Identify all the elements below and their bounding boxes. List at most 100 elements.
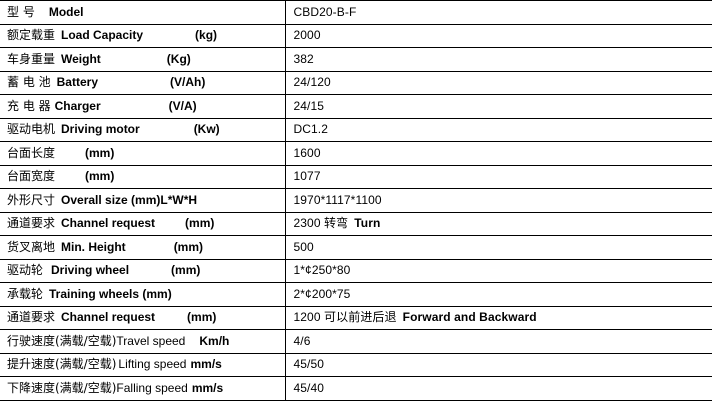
spec-value: 45/40 [293, 380, 325, 395]
spec-value-cell: 1077 [285, 164, 712, 189]
spec-label-en: Model [48, 4, 84, 19]
table-row: 通道要求 Channel request (mm) 1200 可以前进后退 Forwar… [0, 305, 712, 330]
spec-value: 500 [293, 239, 314, 254]
spec-value-cell: 45/40 [285, 376, 712, 401]
spec-value-cn: 可以前进后退 [324, 310, 397, 325]
spec-label-cn: 台面长度 [7, 145, 56, 160]
spec-value: 24/15 [293, 98, 325, 113]
table-row: 货叉离地 Min. Height (mm) 500 [0, 235, 712, 260]
spec-label-cell: 承载轮 Training wheels (mm) [0, 282, 286, 307]
spec-value-cell: 1600 [285, 141, 712, 166]
spec-label-cn: 承载轮 [7, 286, 44, 301]
table-row: 蓄 电 池 Battery (V/Ah) 24/120 [0, 70, 712, 95]
spec-label-cn: 货叉离地 [7, 239, 56, 254]
table-row: 提升速度(满载/空载) Lifting speed mm/s 45/50 [0, 352, 712, 377]
spec-label-unit: (mm) [185, 216, 215, 231]
spec-label-cell: 额定载重 Load Capacity (kg) [0, 23, 286, 48]
table-row: 外形尺寸 Overall size (mm)L*W*H 1970*1117*1100 [0, 188, 712, 213]
spec-label-unit: mm/s [191, 380, 224, 395]
spec-label-unit: (Kg) [166, 51, 191, 66]
spec-label-en: Lifting speed [118, 357, 187, 372]
table-row: 通道要求 Channel request (mm) 2300 转弯 Turn [0, 211, 712, 236]
spec-value: 4/6 [293, 333, 311, 348]
spec-value: CBD20-B-F [293, 4, 357, 19]
spec-value-cell: 45/50 [285, 352, 712, 377]
spec-value-cell: 4/6 [285, 329, 712, 354]
table-row: 驱动轮 Driving wheel (mm) 1*¢250*80 [0, 258, 712, 283]
spec-label-en: Driving motor [61, 122, 140, 137]
spec-label-cn: 车身重量 [7, 51, 56, 66]
spec-label-cell: 蓄 电 池 Battery (V/Ah) [0, 70, 286, 95]
spec-value: 1*¢250*80 [293, 263, 351, 278]
spec-label-cell: 通道要求 Channel request (mm) [0, 305, 286, 330]
spec-label-cell: 台面宽度 (mm) [0, 164, 286, 189]
spec-label-cell: 提升速度(满载/空载) Lifting speed mm/s [0, 352, 286, 377]
spec-label-cn: 型 号 [7, 4, 35, 19]
table-row: 充 电 器 Charger (V/A) 24/15 [0, 94, 712, 119]
spec-value-cell: CBD20-B-F [285, 0, 712, 25]
spec-value-cell: 1200 可以前进后退 Forward and Backward [285, 305, 712, 330]
spec-label-unit: (mm) [171, 263, 201, 278]
spec-value-cn: 转弯 [324, 216, 349, 231]
spec-value-cell: 24/120 [285, 70, 712, 95]
spec-label-unit: (V/Ah) [170, 75, 206, 90]
spec-value-cell: 24/15 [285, 94, 712, 119]
spec-label-cn: 蓄 电 池 [7, 75, 51, 90]
spec-label-cn: 驱动轮 [7, 263, 44, 278]
spec-label-unit: (kg) [195, 28, 218, 43]
spec-value: 1200 [293, 310, 325, 325]
spec-label-en: Travel speed [116, 333, 186, 348]
spec-label-cn: 行驶速度(满载/空载) [7, 333, 117, 348]
spec-label-cn: 台面宽度 [7, 169, 56, 184]
spec-label-cn: 外形尺寸 [7, 192, 56, 207]
spec-label-unit: (V/A) [168, 98, 197, 113]
spec-label-cell: 通道要求 Channel request (mm) [0, 211, 286, 236]
spec-label-unit: (Kw) [193, 122, 220, 137]
spec-label-cell: 货叉离地 Min. Height (mm) [0, 235, 286, 260]
spec-label-cell: 驱动轮 Driving wheel (mm) [0, 258, 286, 283]
table-row: 驱动电机 Driving motor (Kw) DC1.2 [0, 117, 712, 142]
spec-label-unit: (mm) [187, 310, 217, 325]
spec-value-en: Turn [354, 216, 381, 231]
spec-label-cn: 通道要求 [7, 216, 56, 231]
spec-value-cell: 1970*1117*1100 [285, 188, 712, 213]
spec-label-cell: 车身重量 Weight (Kg) [0, 47, 286, 72]
table-row: 型 号 Model CBD20-B-F [0, 0, 712, 25]
spec-label-en: Battery [56, 75, 98, 90]
spec-value-cell: 2300 转弯 Turn [285, 211, 712, 236]
spec-label-unit: (mm) [85, 169, 115, 184]
spec-label-cell: 台面长度 (mm) [0, 141, 286, 166]
spec-value: 2*¢200*75 [293, 286, 351, 301]
spec-label-en: Channel request [61, 310, 156, 325]
spec-label-en: Training wheels (mm) [49, 286, 172, 301]
spec-label-cell: 型 号 Model [0, 0, 286, 25]
spec-label-unit: Km/h [199, 333, 230, 348]
spec-value: 1600 [293, 145, 321, 160]
table-row: 台面宽度 (mm) 1077 [0, 164, 712, 189]
spec-value: 1970*1117*1100 [293, 192, 382, 207]
table-row: 车身重量 Weight (Kg) 382 [0, 47, 712, 72]
spec-value: 382 [293, 51, 314, 66]
spec-value: 1077 [293, 169, 321, 184]
table-row: 台面长度 (mm) 1600 [0, 141, 712, 166]
spec-value-cell: 1*¢250*80 [285, 258, 712, 283]
spec-value-cell: 500 [285, 235, 712, 260]
table-row: 行驶速度(满载/空载)Travel speed Km/h 4/6 [0, 329, 712, 354]
spec-value-cell: 2000 [285, 23, 712, 48]
spec-label-en: Charger [54, 98, 101, 113]
spec-label-cn: 提升速度(满载/空载) [7, 357, 117, 372]
spec-value: 45/50 [293, 357, 325, 372]
spec-label-cn: 额定载重 [7, 28, 56, 43]
spec-label-cn: 通道要求 [7, 310, 56, 325]
spec-value-cell: 382 [285, 47, 712, 72]
spec-label-cell: 驱动电机 Driving motor (Kw) [0, 117, 286, 142]
spec-value-cell: 2*¢200*75 [285, 282, 712, 307]
spec-label-en: Load Capacity [61, 28, 144, 43]
spec-label-cn: 充 电 器 [7, 98, 51, 113]
spec-label-unit: (mm) [173, 239, 204, 254]
spec-value: 24/120 [293, 75, 331, 90]
spec-label-cell: 充 电 器 Charger (V/A) [0, 94, 286, 119]
spec-label-en: Weight [61, 51, 101, 66]
